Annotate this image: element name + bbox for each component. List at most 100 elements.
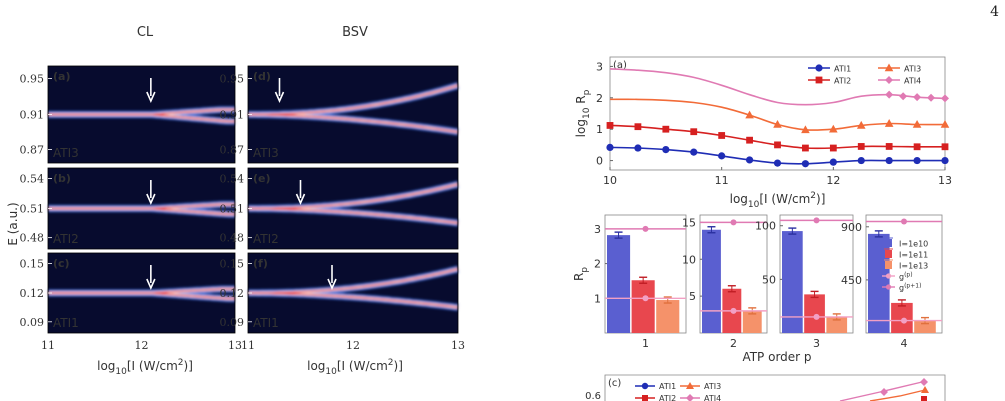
data-point — [856, 120, 866, 129]
data-point — [634, 123, 642, 131]
band-red-lower — [248, 292, 459, 309]
col-title-cl: CL — [137, 25, 154, 40]
gp-marker — [730, 307, 737, 314]
bar — [891, 302, 913, 333]
panel-label-a: (a) — [613, 60, 627, 71]
data-point — [774, 141, 781, 149]
arrow-head — [146, 278, 156, 290]
heatmap-xlabel: log10[I (W/cm2)] — [307, 358, 403, 377]
bar — [826, 316, 848, 333]
panel-label: (c) — [53, 257, 70, 270]
data-point — [773, 159, 782, 167]
heatmap-bands — [248, 180, 459, 227]
band-red-lower — [48, 113, 235, 123]
panel-name: ATI3 — [53, 146, 79, 160]
ytick-label: 15 — [682, 216, 696, 229]
band-red-upper — [248, 84, 459, 116]
data-point — [634, 144, 642, 152]
ytick-label: 900 — [841, 221, 862, 234]
data-point — [940, 119, 950, 128]
data-point — [941, 143, 949, 151]
data-point — [801, 160, 810, 168]
xtick-label: 13 — [451, 339, 465, 352]
data-point — [913, 156, 921, 165]
data-point — [913, 93, 922, 102]
band-red-lower — [48, 292, 235, 300]
legend-label: g(p) — [899, 272, 913, 282]
data-point — [690, 148, 698, 156]
panel-label-c: (c) — [608, 378, 621, 389]
data-point — [802, 144, 809, 152]
data-point — [921, 396, 927, 401]
bar — [804, 294, 825, 333]
legend-label: ATI1 — [659, 382, 676, 391]
heatmap-bands — [248, 82, 460, 136]
ytick-label: 100 — [755, 220, 776, 233]
ylabel-a: log10 Rp — [574, 89, 592, 137]
data-point — [885, 156, 893, 165]
gp-marker — [642, 295, 649, 302]
gp1-marker — [813, 217, 820, 224]
series-ati1 — [606, 143, 949, 168]
data-point — [815, 64, 823, 72]
gp-marker — [901, 317, 907, 324]
legend-swatch — [885, 250, 892, 258]
data-point — [690, 128, 698, 136]
data-point — [857, 143, 865, 150]
xlabel-b: ATP order p — [742, 350, 811, 364]
heatmap-panel-a: (a) ATI3 0.95 0.91 0.87 — [20, 65, 236, 164]
gp1-marker — [730, 219, 737, 226]
xtick-label: 11 — [715, 174, 729, 187]
col-title-bsv: BSV — [342, 25, 368, 40]
legend-marker — [686, 394, 694, 401]
ytick-label: 0.54 — [220, 173, 245, 186]
ytick-label: 0.12 — [220, 287, 245, 300]
panel-name: ATI2 — [253, 232, 279, 246]
ytick-label: 0.95 — [20, 73, 45, 86]
legend-label: ATI3 — [704, 382, 721, 391]
legend-label: ATI2 — [659, 394, 676, 401]
data-point — [829, 124, 838, 133]
ytick-label: 0.91 — [20, 109, 45, 122]
bar-group-1: 1 2 3 1 — [594, 214, 687, 350]
gp1-marker — [642, 225, 649, 232]
xtick-label: 13 — [228, 339, 242, 352]
ytick-label: 0.6 — [585, 391, 601, 401]
ytick-label: 0.54 — [20, 173, 45, 186]
data-point — [941, 94, 949, 103]
band-red-lower — [48, 207, 235, 215]
legend-marker — [686, 382, 694, 389]
data-point — [718, 132, 726, 139]
legend-marker — [641, 382, 649, 390]
ytick-label: 0.48 — [220, 232, 245, 245]
ytick-label: 0.15 — [220, 257, 245, 270]
band-red-upper — [248, 268, 459, 294]
data-point — [885, 90, 894, 99]
bar — [782, 231, 803, 333]
band-red-lower — [248, 113, 459, 133]
gp-marker — [813, 313, 820, 320]
ytick-label: 0 — [596, 155, 603, 168]
arrow-head — [146, 91, 156, 103]
legend-label: ATI2 — [834, 77, 851, 86]
bar — [914, 320, 936, 333]
data-point — [606, 122, 614, 129]
legend-label: ATI4 — [704, 394, 721, 401]
data-point — [884, 63, 894, 72]
bar-group-3: 50 100 3 — [755, 214, 854, 350]
band-red-lower — [248, 207, 459, 224]
group-label: 1 — [642, 337, 649, 350]
data-point — [927, 93, 936, 102]
panel-label: (f) — [253, 257, 268, 270]
arrow-head — [274, 91, 285, 103]
ytick-label: 0.51 — [20, 203, 45, 216]
data-point — [773, 119, 782, 128]
heatmap-bands — [248, 265, 459, 311]
data-point — [857, 156, 865, 165]
legend-label: ATI4 — [904, 77, 921, 86]
group-label: 2 — [730, 337, 737, 350]
panel-name: ATI3 — [253, 146, 279, 160]
heatmap-panel-e: (e) ATI2 0.54 0.51 0.48 — [220, 167, 459, 250]
